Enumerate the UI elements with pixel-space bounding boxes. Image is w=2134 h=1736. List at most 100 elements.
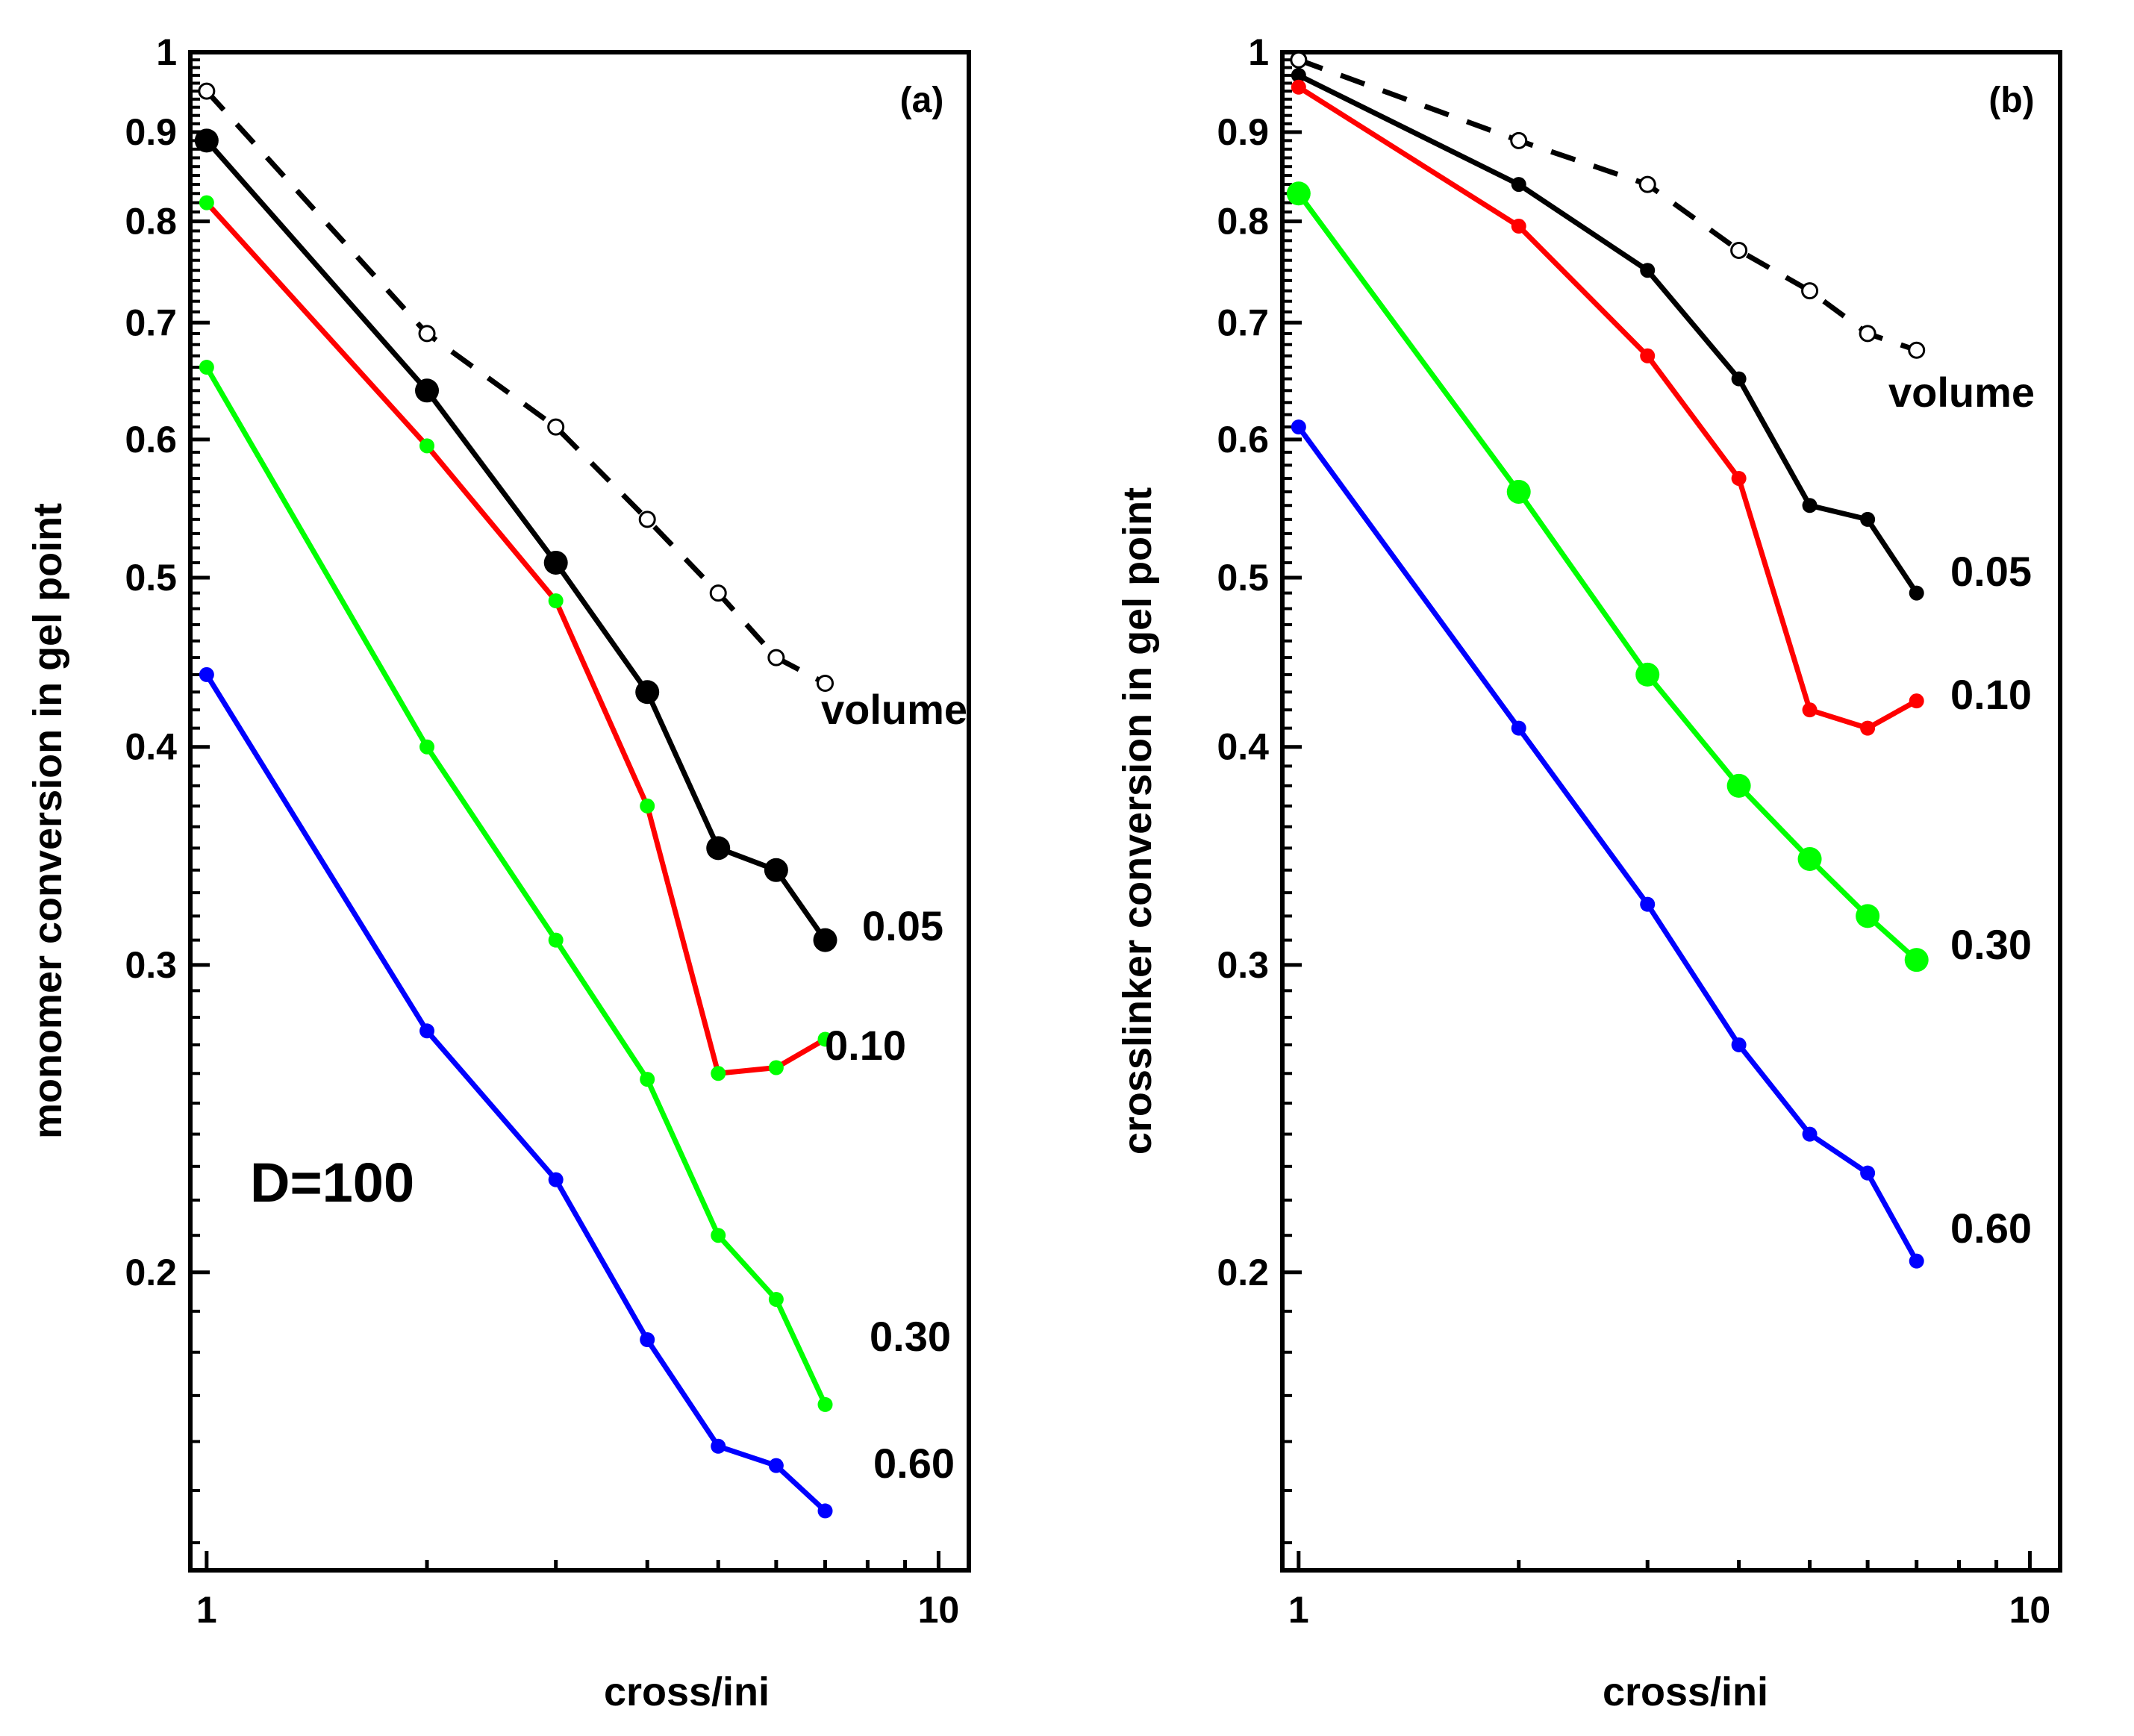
- data-point: [1635, 662, 1660, 687]
- series-label: 0.10: [825, 1022, 906, 1069]
- y-tick-label: 0.6: [125, 419, 177, 460]
- series-0-05: 0.05: [194, 128, 943, 952]
- series-line: [1297, 192, 1919, 962]
- series-0-05: 0.05: [1291, 67, 2032, 601]
- data-point: [1640, 896, 1656, 912]
- data-point: [1908, 341, 1926, 359]
- data-point: [1860, 720, 1876, 736]
- plot-frame: [1280, 50, 2062, 1573]
- data-point: [711, 1438, 726, 1454]
- series-label: 0.60: [873, 1440, 955, 1487]
- series-0-30: 0.30: [199, 360, 951, 1412]
- panel-label: (b): [1988, 81, 2034, 120]
- data-point: [1291, 67, 1306, 83]
- data-point: [199, 666, 214, 682]
- data-point: [768, 1291, 784, 1307]
- data-point: [1860, 511, 1876, 527]
- y-axis-title: monomer conversion in gel point: [25, 503, 70, 1139]
- annotation-d100: D=100: [250, 1152, 414, 1214]
- y-tick-label: 0.3: [1217, 944, 1269, 986]
- data-point: [817, 1396, 833, 1412]
- data-point: [194, 128, 219, 153]
- data-point: [817, 1031, 833, 1047]
- x-tick-label: 10: [2009, 1589, 2051, 1631]
- data-point: [199, 360, 214, 375]
- series-line: [1297, 72, 1919, 595]
- series-volume: volume: [1290, 51, 2035, 416]
- data-point: [198, 82, 216, 100]
- data-point: [1286, 181, 1311, 206]
- data-point: [1909, 693, 1924, 709]
- data-point: [767, 649, 785, 666]
- data-point: [547, 418, 565, 436]
- data-point: [711, 1066, 726, 1081]
- data-point: [640, 798, 655, 814]
- y-tick-label: 0.8: [1217, 201, 1269, 243]
- series-label: 0.05: [862, 902, 943, 949]
- data-point: [1909, 585, 1924, 601]
- data-point: [768, 1458, 784, 1473]
- y-tick-label: 0.5: [125, 557, 177, 599]
- data-point: [419, 438, 435, 454]
- series-label: 0.60: [1950, 1205, 2032, 1252]
- y-tick-label: 0.3: [125, 944, 177, 986]
- series-line: [1297, 84, 1918, 731]
- panel-b-crosslinker-conversion: 1 10 0.2 0.3 0.4 0.5 0.6 0.7 0.8 0.9 1 cross/ini cro…: [1115, 31, 2062, 1714]
- series-volume: volume: [198, 82, 967, 733]
- data-point: [418, 325, 436, 343]
- data-point: [1860, 1165, 1876, 1181]
- x-tick-label: 10: [918, 1589, 960, 1631]
- data-point: [1511, 177, 1526, 193]
- data-point: [764, 858, 788, 882]
- y-tick-label: 0.4: [125, 726, 177, 768]
- data-point: [543, 550, 568, 575]
- panel-label: (a): [900, 81, 944, 120]
- data-point: [419, 1023, 435, 1039]
- data-point: [1291, 419, 1306, 435]
- y-tick-label: 1: [156, 31, 177, 73]
- data-point: [638, 511, 656, 528]
- series-0-10: 0.10: [199, 195, 906, 1081]
- y-axis-title: crosslinker conversion in gel point: [1115, 487, 1160, 1155]
- plot-frame: [188, 50, 971, 1573]
- series-line: [1296, 425, 1919, 1263]
- y-tick-label: 0.2: [1217, 1252, 1269, 1293]
- y-tick-label: 0.8: [125, 201, 177, 243]
- data-point: [1726, 773, 1751, 798]
- data-point: [1909, 1253, 1924, 1269]
- data-point: [1802, 702, 1818, 718]
- data-point: [1511, 720, 1526, 736]
- data-point: [1859, 325, 1876, 343]
- y-tick-label: 0.6: [1217, 419, 1269, 460]
- data-point: [1291, 79, 1306, 95]
- y-tick-label: 0.7: [125, 302, 177, 343]
- series-label: 0.30: [1950, 921, 2032, 968]
- series-0-30: 0.30: [1286, 181, 2032, 972]
- series-label: 0.10: [1950, 671, 2032, 718]
- y-tick-label: 0.7: [1217, 302, 1269, 343]
- series-0-60: 0.60: [1291, 419, 2032, 1269]
- series-label: volume: [821, 686, 967, 733]
- data-point: [415, 378, 440, 403]
- data-point: [1511, 219, 1526, 234]
- series-0-10: 0.10: [1291, 79, 2032, 736]
- data-point: [817, 1503, 833, 1519]
- data-point: [1290, 51, 1308, 69]
- data-point: [813, 928, 837, 952]
- data-point: [199, 195, 214, 210]
- data-point: [768, 1060, 784, 1075]
- data-point: [1802, 1126, 1818, 1142]
- series-line: [205, 201, 827, 1076]
- x-axis-title: cross/ini: [604, 1670, 770, 1714]
- data-point: [640, 1072, 655, 1087]
- x-tick-label: 1: [196, 1589, 217, 1631]
- data-point: [1731, 1037, 1747, 1052]
- data-point: [1730, 241, 1748, 259]
- data-point: [1731, 470, 1747, 486]
- panel-a-monomer-conversion: 1 10 0.2 0.3 0.4 0.5 0.6 0.7 0.8 0.9 1 cross/ini mon…: [25, 31, 971, 1714]
- data-point: [419, 739, 435, 755]
- data-point: [1731, 371, 1747, 387]
- series-line: [204, 673, 827, 1514]
- data-point: [1506, 479, 1531, 504]
- series-line: [1297, 57, 1918, 353]
